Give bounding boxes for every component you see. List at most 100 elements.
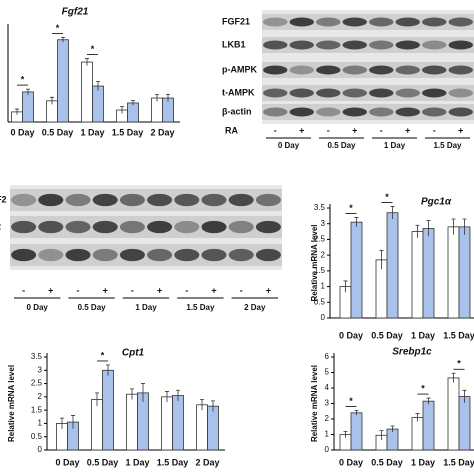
blot-band xyxy=(369,40,394,50)
error-bar xyxy=(462,389,467,403)
x-tick-label: 1 Day xyxy=(80,127,104,137)
x-tick-label: 0 Day xyxy=(10,127,34,137)
blot-band xyxy=(201,220,227,234)
blot-band xyxy=(448,107,473,117)
day-label: 0 Day xyxy=(278,141,300,150)
treatment-sign: - xyxy=(433,125,436,135)
bar xyxy=(151,97,163,123)
chart-title: Srebp1c xyxy=(392,347,432,358)
error-bar xyxy=(343,280,348,293)
bar xyxy=(447,377,460,451)
chart-title: Pgc1α xyxy=(421,197,452,208)
y-tick-label: 2.5 xyxy=(31,379,43,388)
bar xyxy=(411,231,424,319)
x-tick-label: 0 Day xyxy=(55,457,79,467)
bar xyxy=(422,400,435,451)
treatment-sign: + xyxy=(266,285,271,295)
treatment-sign: - xyxy=(77,285,80,295)
blot-band xyxy=(342,65,367,75)
blot-band xyxy=(316,40,341,50)
y-tick-label: 3.5 xyxy=(314,203,326,212)
bar xyxy=(126,393,138,451)
blot-band xyxy=(11,193,37,207)
y-tick-label: 2 xyxy=(325,414,330,423)
blot-band xyxy=(395,107,420,117)
bar xyxy=(81,61,93,123)
blot-band xyxy=(342,40,367,50)
blot-band xyxy=(38,248,64,262)
error-bar xyxy=(426,397,431,405)
blot-strip xyxy=(262,14,474,30)
blot-label: t-AMPK xyxy=(222,87,255,97)
blot-band xyxy=(119,193,145,207)
y-tick-label: 1.5 xyxy=(314,266,326,275)
blot-band xyxy=(263,65,288,75)
x-tick-label: 1 Day xyxy=(411,330,435,340)
significance-mark: * xyxy=(101,350,105,360)
blot-band xyxy=(263,40,288,50)
day-label: 1.5 Day xyxy=(186,303,215,312)
treatment-label: RA xyxy=(225,125,238,135)
blot-band xyxy=(228,248,254,262)
day-label: 0.5 Day xyxy=(78,303,107,312)
x-tick-label: 1 Day xyxy=(411,457,435,467)
bar xyxy=(162,97,174,123)
blot-band xyxy=(228,193,254,207)
bar xyxy=(161,396,173,451)
blot-band xyxy=(174,193,200,207)
blot-band xyxy=(255,193,281,207)
bar xyxy=(92,85,104,123)
blot-band xyxy=(448,17,473,27)
treatment-sign: - xyxy=(185,285,188,295)
blot-band xyxy=(11,248,37,262)
treatment-sign: + xyxy=(352,125,357,135)
blot-band xyxy=(65,193,91,207)
bar xyxy=(350,412,363,451)
x-tick-label: 1 Day xyxy=(125,457,149,467)
bar xyxy=(91,399,103,451)
significance-mark: * xyxy=(56,23,60,33)
y-axis-label: Relative mRNA level xyxy=(7,365,16,442)
y-tick-label: 1 xyxy=(325,430,330,439)
y-tick-label: 3 xyxy=(321,219,326,228)
blot-band xyxy=(289,107,314,117)
blot-band xyxy=(422,40,447,50)
blot-band xyxy=(369,107,394,117)
y-tick-label: 6 xyxy=(325,352,330,361)
blot-band xyxy=(147,193,173,207)
error-bar xyxy=(96,80,100,91)
blot-strip xyxy=(262,104,474,120)
error-bar xyxy=(176,389,180,401)
bar xyxy=(411,417,424,451)
day-label: 2 Day xyxy=(244,303,266,312)
blot-band xyxy=(395,17,420,27)
error-bar xyxy=(155,94,159,102)
error-bar xyxy=(106,364,110,376)
error-bar xyxy=(50,96,54,105)
error-bar xyxy=(166,94,170,102)
blot-label: LKB1 xyxy=(222,39,246,49)
y-tick-label: 0.5 xyxy=(314,297,326,306)
bar xyxy=(196,404,208,451)
bar xyxy=(386,428,399,451)
y-tick-label: 3 xyxy=(325,399,330,408)
error-bar xyxy=(354,410,359,416)
significance-mark: * xyxy=(91,44,95,54)
bar xyxy=(172,395,184,451)
blot-band xyxy=(228,220,254,234)
error-bar xyxy=(390,206,395,219)
blot-band xyxy=(255,220,281,234)
blot-band xyxy=(448,65,473,75)
x-tick-label: 1.5 Day xyxy=(443,457,474,467)
y-tick-label: 4 xyxy=(325,383,330,392)
bar xyxy=(207,405,219,451)
treatment-sign: + xyxy=(405,125,410,135)
x-tick-label: 1.5 Day xyxy=(443,330,474,340)
blot-band xyxy=(342,17,367,27)
treatment-sign: - xyxy=(327,125,330,135)
y-tick-label: 0 xyxy=(325,445,330,454)
blot-band xyxy=(448,40,473,50)
y-axis-label: Relative mRNA level xyxy=(310,365,319,442)
blot-label: 2 xyxy=(0,221,1,231)
